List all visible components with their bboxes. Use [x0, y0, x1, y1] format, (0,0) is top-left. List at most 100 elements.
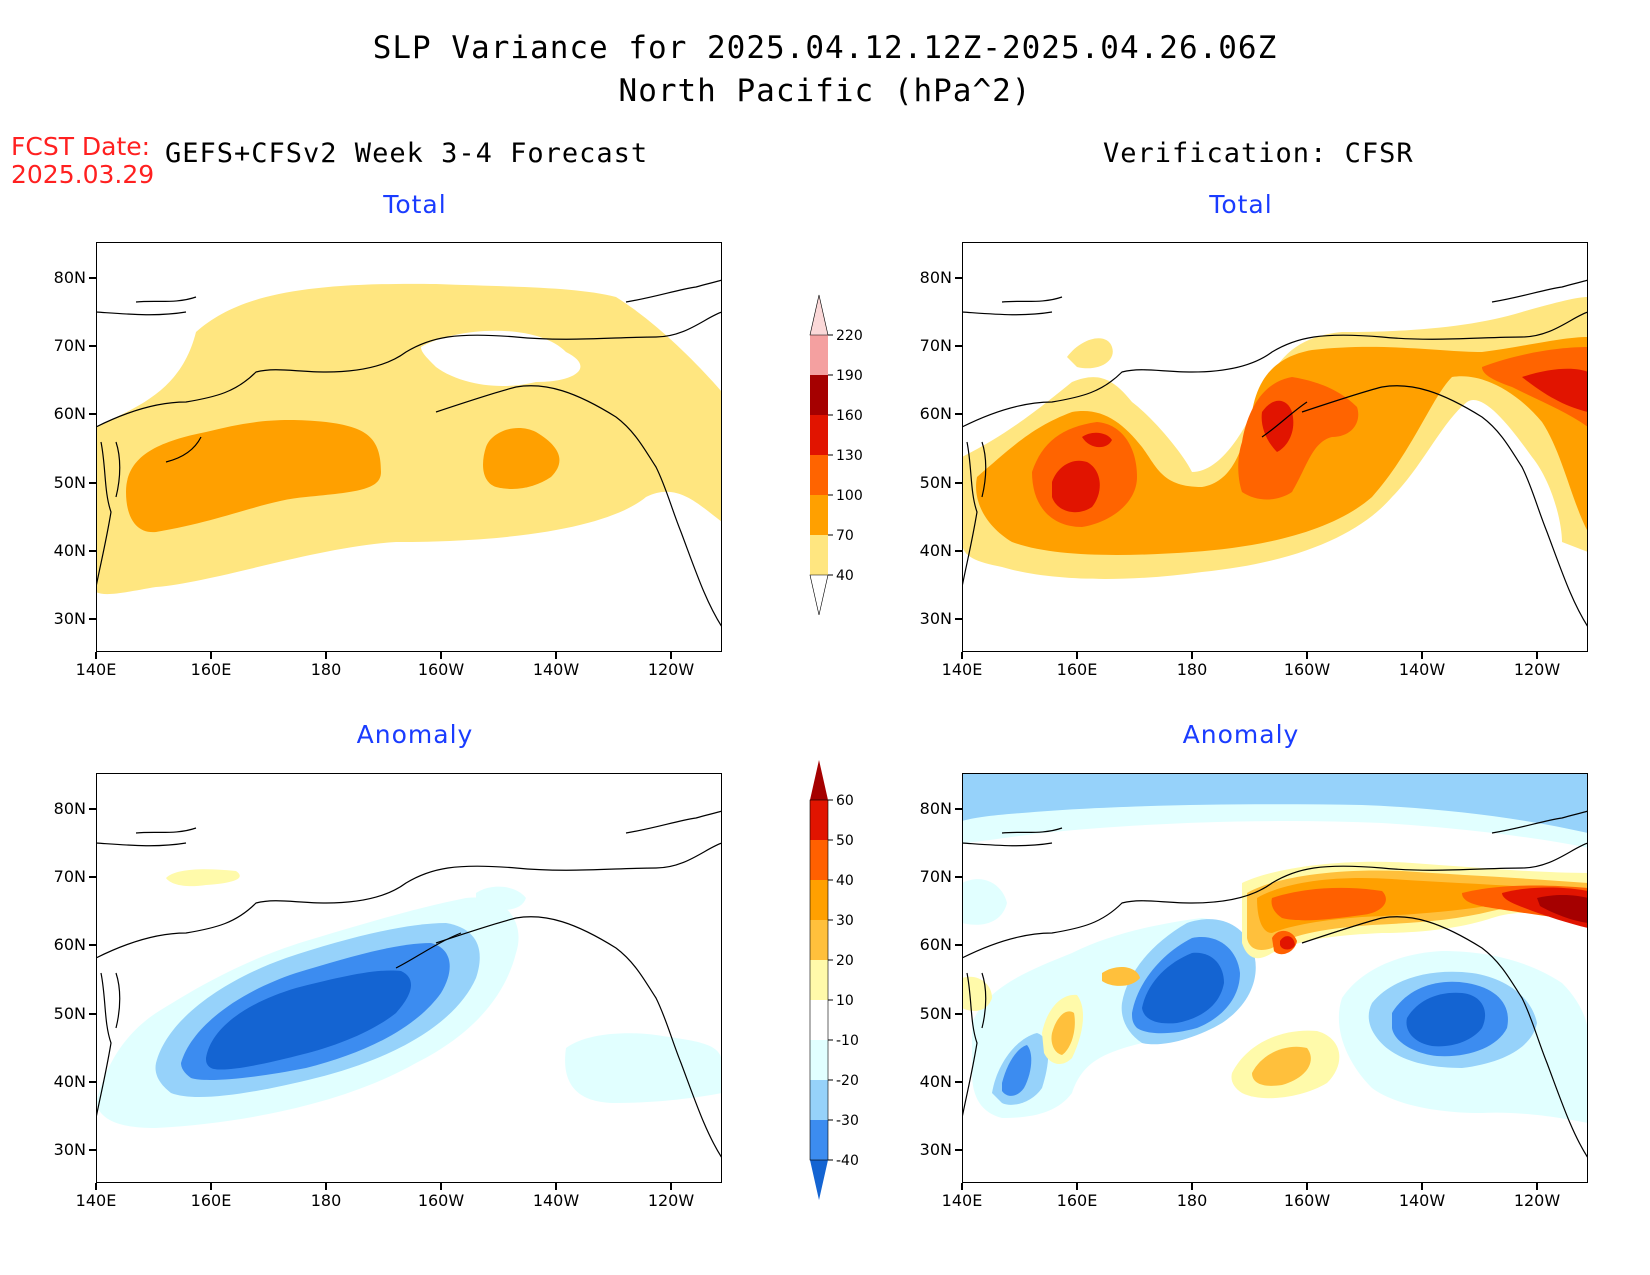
- lon-tick-mark: [1191, 652, 1193, 659]
- colorbar-total: 40 70 100 130 160 190 220: [809, 294, 863, 615]
- colorbar-segment: [810, 1120, 828, 1160]
- lat-tick-label: 80N: [53, 268, 86, 287]
- fcst-date-label: FCST Date:: [11, 132, 151, 161]
- lat-tick-label: 40N: [53, 541, 86, 560]
- panel-title-verification-total: Total: [1209, 190, 1273, 219]
- colorbar-segment: [810, 415, 828, 455]
- colorbar-segment: [810, 1080, 828, 1120]
- lon-tick-mark: [555, 1183, 557, 1190]
- lon-tick-mark: [1306, 1183, 1308, 1190]
- lat-tick-mark: [89, 876, 96, 878]
- lon-tick-label: 120W: [1513, 660, 1561, 679]
- lon-tick-label: 140E: [75, 1191, 117, 1210]
- lat-tick-label: 50N: [53, 1004, 86, 1023]
- colorbar-label: 20: [836, 953, 854, 969]
- lat-tick-mark: [955, 1149, 962, 1151]
- colorbar-segment: [810, 960, 828, 1000]
- page-title-line1: SLP Variance for 2025.04.12.12Z-2025.04.…: [372, 30, 1278, 66]
- lon-tick-label: 160W: [1283, 660, 1331, 679]
- lat-tick-mark: [955, 876, 962, 878]
- forecast-header: GEFS+CFSv2 Week 3-4 Forecast: [165, 138, 649, 169]
- lat-tick-mark: [955, 413, 962, 415]
- colorbar-segment: [810, 495, 828, 535]
- map-forecast-total: [96, 242, 722, 652]
- colorbar-label: 160: [836, 408, 863, 424]
- lat-tick-mark: [955, 550, 962, 552]
- lat-tick-mark: [955, 277, 962, 279]
- lon-tick-mark: [440, 1183, 442, 1190]
- lon-tick-label: 180: [310, 1191, 342, 1210]
- lat-tick-mark: [89, 277, 96, 279]
- coastlines: [96, 810, 722, 1159]
- lon-tick-mark: [961, 1183, 963, 1190]
- lat-tick-mark: [89, 413, 96, 415]
- lat-tick-label: 80N: [53, 799, 86, 818]
- lat-tick-mark: [89, 1149, 96, 1151]
- colorbar-outline: [809, 799, 829, 1161]
- coastlines: [96, 279, 722, 628]
- lon-tick-mark: [210, 652, 212, 659]
- lon-tick-mark: [95, 1183, 97, 1190]
- colorbar-segment: [810, 1000, 828, 1040]
- lon-tick-label: 160W: [417, 1191, 465, 1210]
- lon-tick-mark: [1536, 652, 1538, 659]
- colorbar-label: 40: [836, 568, 854, 584]
- colorbar-label: -10: [836, 1033, 859, 1049]
- panel-title-verification-anomaly: Anomaly: [1182, 720, 1300, 749]
- panel-title-forecast-anomaly: Anomaly: [356, 720, 474, 749]
- lat-tick-label: 60N: [919, 404, 952, 423]
- lon-tick-mark: [1421, 652, 1423, 659]
- lat-tick-label: 40N: [53, 1072, 86, 1091]
- colorbar-segment: [810, 920, 828, 960]
- contour-fill-70-100: [126, 420, 560, 533]
- contour-fill-40-70: [96, 283, 722, 595]
- lat-tick-label: 40N: [919, 541, 952, 560]
- colorbar-label: 70: [836, 528, 854, 544]
- map-verification-total: [962, 242, 1588, 652]
- colorbar-segment: [810, 375, 828, 415]
- lon-tick-label: 140E: [941, 660, 983, 679]
- lon-tick-label: 140W: [1398, 1191, 1446, 1210]
- map-forecast-anomaly: [96, 773, 722, 1183]
- lon-tick-mark: [1421, 1183, 1423, 1190]
- colorbar-label: 40: [836, 873, 854, 889]
- lon-tick-mark: [1306, 652, 1308, 659]
- lon-tick-mark: [210, 1183, 212, 1190]
- lat-tick-label: 50N: [53, 473, 86, 492]
- lat-tick-mark: [955, 1013, 962, 1015]
- map-verification-anomaly: [962, 773, 1588, 1183]
- colorbar-label: 190: [836, 368, 863, 384]
- lon-tick-mark: [670, 652, 672, 659]
- lat-tick-label: 70N: [919, 336, 952, 355]
- lon-tick-mark: [325, 1183, 327, 1190]
- colorbar-lower-arrow: [809, 574, 829, 615]
- colorbar-label: 10: [836, 993, 854, 1009]
- lat-tick-mark: [955, 1081, 962, 1083]
- lon-tick-label: 140E: [941, 1191, 983, 1210]
- lon-tick-label: 120W: [647, 1191, 695, 1210]
- lon-tick-mark: [1191, 1183, 1193, 1190]
- fcst-date-value: 2025.03.29: [11, 160, 155, 189]
- lon-tick-label: 160W: [1283, 1191, 1331, 1210]
- lon-tick-mark: [1076, 652, 1078, 659]
- lat-tick-mark: [955, 944, 962, 946]
- lon-tick-label: 160E: [190, 660, 232, 679]
- lat-tick-label: 30N: [919, 1140, 952, 1159]
- coastlines: [962, 810, 1588, 1159]
- colorbar-segment: [810, 1040, 828, 1080]
- colorbar-segment: [810, 840, 828, 880]
- lat-tick-label: 80N: [919, 268, 952, 287]
- lon-tick-mark: [440, 652, 442, 659]
- colorbar-segment: [809, 294, 829, 336]
- lat-tick-mark: [89, 618, 96, 620]
- colorbar-segment: [810, 335, 828, 375]
- colorbar-anomaly: -40 -30 -20 -10 10 20 30 40 50 60: [809, 760, 859, 1200]
- lon-tick-label: 120W: [1513, 1191, 1561, 1210]
- lon-tick-mark: [1076, 1183, 1078, 1190]
- lat-tick-mark: [955, 808, 962, 810]
- colorbar-segment: [810, 455, 828, 495]
- coastlines: [962, 279, 1588, 628]
- lon-tick-mark: [670, 1183, 672, 1190]
- lat-tick-label: 80N: [919, 799, 952, 818]
- colorbar-label: 60: [836, 793, 854, 809]
